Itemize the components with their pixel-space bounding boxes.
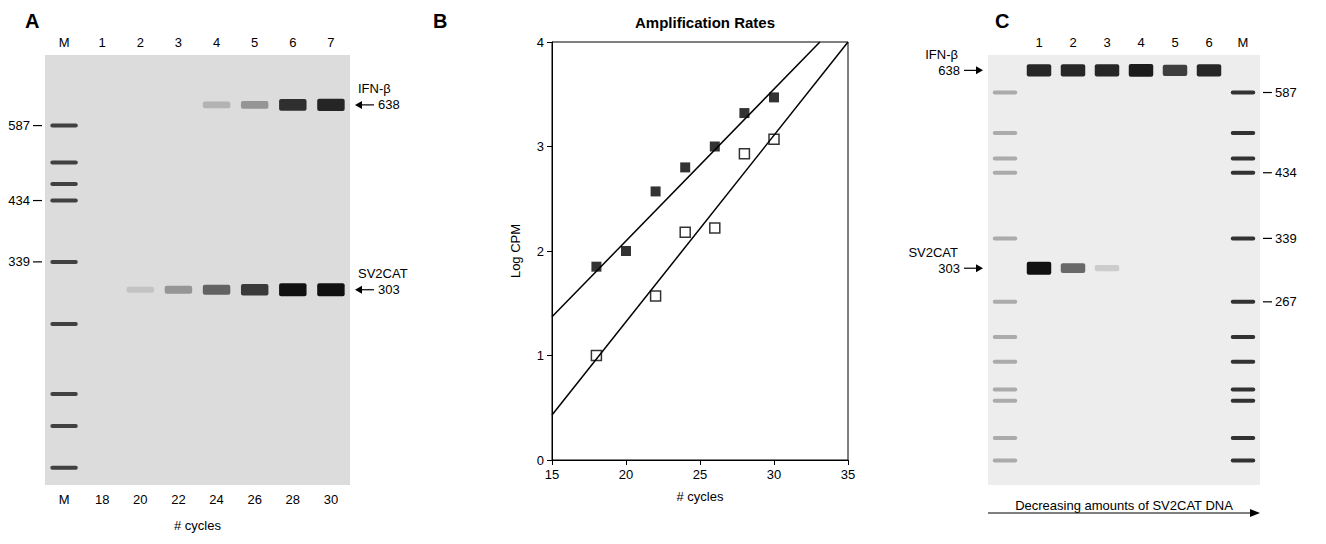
svg-text:303: 303 — [378, 282, 400, 297]
svg-text:1: 1 — [537, 348, 544, 363]
svg-text:434: 434 — [8, 193, 30, 208]
svg-text:434: 434 — [1275, 165, 1297, 180]
svg-text:25: 25 — [693, 467, 707, 482]
svg-text:SV2CAT: SV2CAT — [358, 266, 408, 281]
svg-text:28: 28 — [286, 492, 300, 507]
svg-text:638: 638 — [378, 97, 400, 112]
svg-text:A: A — [25, 10, 39, 32]
svg-text:Amplification Rates: Amplification Rates — [635, 14, 775, 31]
svg-text:IFN-β: IFN-β — [925, 47, 958, 62]
svg-text:1: 1 — [1035, 35, 1042, 50]
svg-text:18: 18 — [95, 492, 109, 507]
svg-text:2: 2 — [137, 35, 144, 50]
svg-text:IFN-β: IFN-β — [358, 81, 391, 96]
svg-text:Log CPM: Log CPM — [508, 224, 523, 278]
svg-text:M: M — [1238, 35, 1249, 50]
svg-text:3: 3 — [1103, 35, 1110, 50]
svg-text:3: 3 — [175, 35, 182, 50]
svg-text:M: M — [59, 35, 70, 50]
svg-text:638: 638 — [938, 63, 960, 78]
svg-text:5: 5 — [251, 35, 258, 50]
svg-text:SV2CAT: SV2CAT — [908, 245, 958, 260]
svg-text:30: 30 — [767, 467, 781, 482]
svg-text:35: 35 — [841, 467, 855, 482]
svg-text:22: 22 — [171, 492, 185, 507]
svg-text:20: 20 — [619, 467, 633, 482]
svg-text:26: 26 — [247, 492, 261, 507]
svg-text:# cycles: # cycles — [174, 518, 221, 533]
svg-text:6: 6 — [1205, 35, 1212, 50]
svg-text:4: 4 — [213, 35, 220, 50]
svg-text:587: 587 — [1275, 85, 1297, 100]
svg-text:303: 303 — [938, 261, 960, 276]
svg-text:C: C — [995, 10, 1009, 32]
svg-text:1: 1 — [99, 35, 106, 50]
svg-text:24: 24 — [209, 492, 223, 507]
svg-text:0: 0 — [537, 453, 544, 468]
svg-text:5: 5 — [1171, 35, 1178, 50]
svg-text:267: 267 — [1275, 294, 1297, 309]
svg-text:2: 2 — [537, 244, 544, 259]
svg-text:7: 7 — [327, 35, 334, 50]
svg-text:20: 20 — [133, 492, 147, 507]
svg-text:Decreasing amounts of SV2CAT D: Decreasing amounts of SV2CAT DNA — [1015, 498, 1233, 513]
svg-text:4: 4 — [1137, 35, 1144, 50]
svg-text:M: M — [59, 492, 70, 507]
svg-text:30: 30 — [324, 492, 338, 507]
svg-text:2: 2 — [1069, 35, 1076, 50]
svg-text:339: 339 — [1275, 231, 1297, 246]
svg-text:# cycles: # cycles — [677, 489, 724, 504]
svg-text:15: 15 — [545, 467, 559, 482]
svg-text:4: 4 — [537, 35, 544, 50]
svg-text:587: 587 — [8, 118, 30, 133]
svg-text:3: 3 — [537, 139, 544, 154]
svg-text:339: 339 — [8, 254, 30, 269]
svg-text:B: B — [433, 10, 447, 32]
svg-text:6: 6 — [289, 35, 296, 50]
